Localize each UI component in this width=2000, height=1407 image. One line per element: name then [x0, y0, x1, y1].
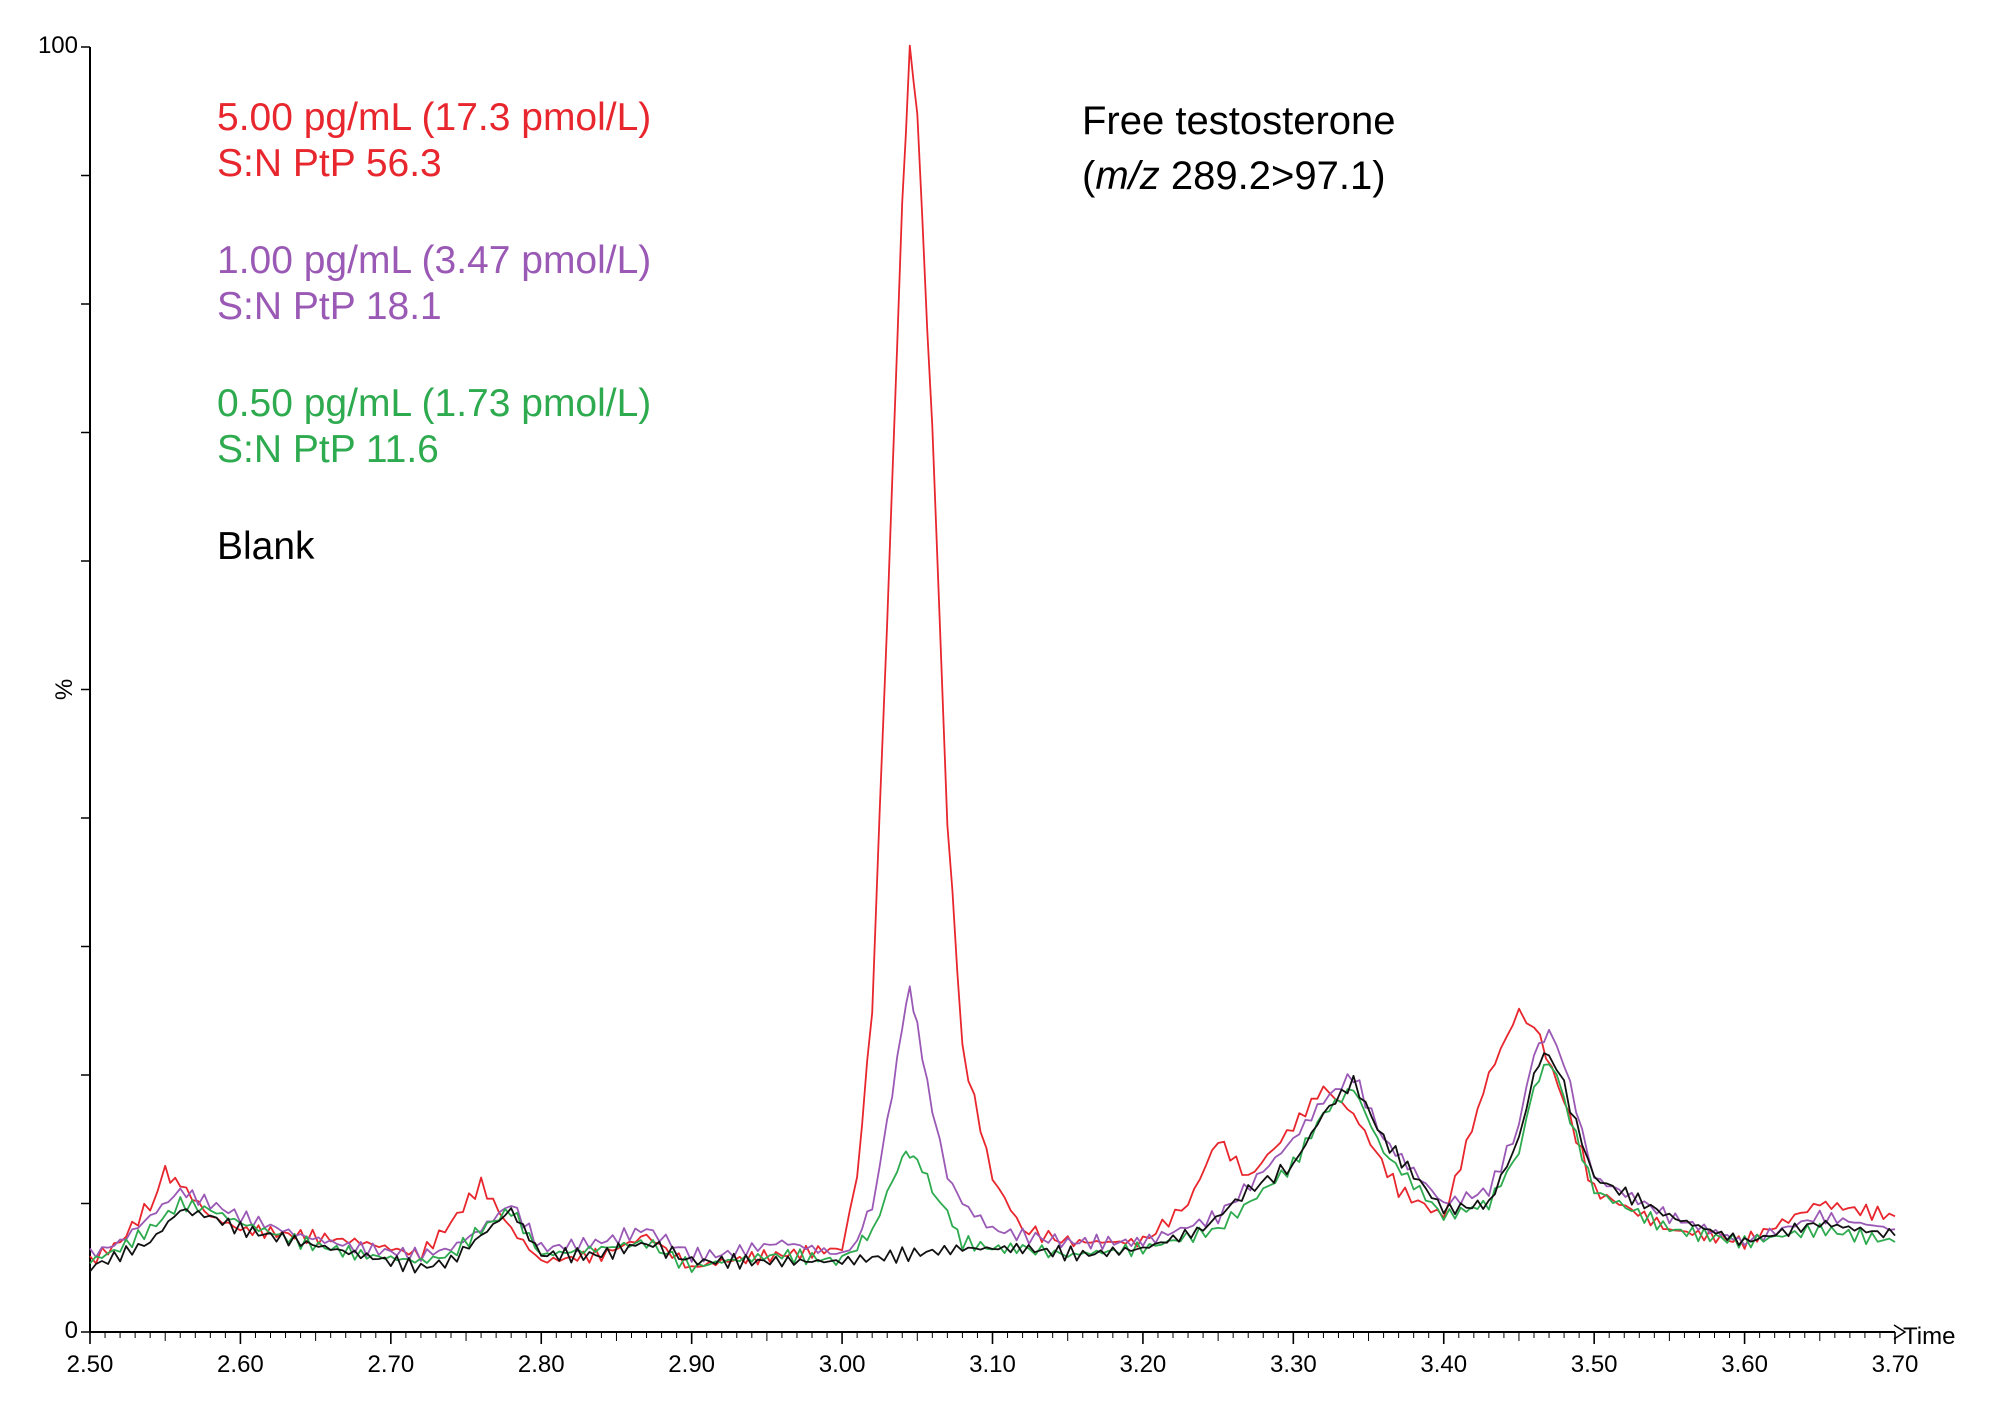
y-tick-label: 0 — [65, 1317, 78, 1344]
series-line-2 — [89, 1063, 1896, 1273]
y-axis-label: % — [51, 679, 78, 700]
x-tick-label: 2.90 — [668, 1351, 715, 1378]
x-tick-label: 3.30 — [1270, 1351, 1317, 1378]
series-line-3 — [89, 1052, 1896, 1274]
x-tick-label: 2.50 — [67, 1351, 114, 1378]
x-axis-arrow — [1893, 1324, 1907, 1340]
x-tick-label: 2.70 — [367, 1351, 414, 1378]
x-tick-label: 3.40 — [1420, 1351, 1467, 1378]
x-tick-label: 3.60 — [1721, 1351, 1768, 1378]
x-tick-label: 3.00 — [819, 1351, 866, 1378]
x-tick-label: 2.60 — [217, 1351, 264, 1378]
subtitle-transition: 289.2>97.1) — [1160, 154, 1386, 198]
annotation-1pg-concentration: 1.00 pg/mL (3.47 pmol/L) — [217, 239, 651, 282]
annotation-blank: Blank — [217, 525, 315, 568]
chart-title: Free testosterone — [1082, 99, 1396, 143]
x-tick-label: 3.10 — [969, 1351, 1016, 1378]
series-line-0 — [89, 44, 1896, 1269]
x-tick-label: 3.70 — [1872, 1351, 1919, 1378]
subtitle-mz-italic: m/z — [1095, 154, 1159, 198]
series-lines — [89, 44, 1896, 1274]
annotation-1pg-signal-noise: S:N PtP 18.1 — [217, 285, 442, 328]
annotation-5pg-concentration: 5.00 pg/mL (17.3 pmol/L) — [217, 96, 651, 139]
axes: 0 100% 2.50 2.60 2.70 2.80 2.90 3.00 3.10 3.20 3.3… — [38, 32, 1956, 1378]
annotation-0-5pg-concentration: 0.50 pg/mL (1.73 pmol/L) — [217, 382, 651, 425]
x-tick-label: 2.80 — [518, 1351, 565, 1378]
x-axis-label: Time — [1903, 1323, 1955, 1350]
concentration-annotations: 5.00 pg/mL (17.3 pmol/L) S:N PtP 56.3 1.… — [217, 96, 651, 568]
x-tick-label: 3.20 — [1120, 1351, 1167, 1378]
annotation-0-5pg-signal-noise: S:N PtP 11.6 — [217, 428, 439, 471]
annotation-5pg-signal-noise: S:N PtP 56.3 — [217, 142, 442, 185]
subtitle-open-paren: ( — [1082, 154, 1096, 198]
y-tick-label: 100 — [38, 32, 78, 59]
series-line-1 — [89, 985, 1896, 1263]
x-tick-label: 3.50 — [1571, 1351, 1618, 1378]
chart-subtitle: (m/z 289.2>97.1) — [1082, 154, 1386, 198]
